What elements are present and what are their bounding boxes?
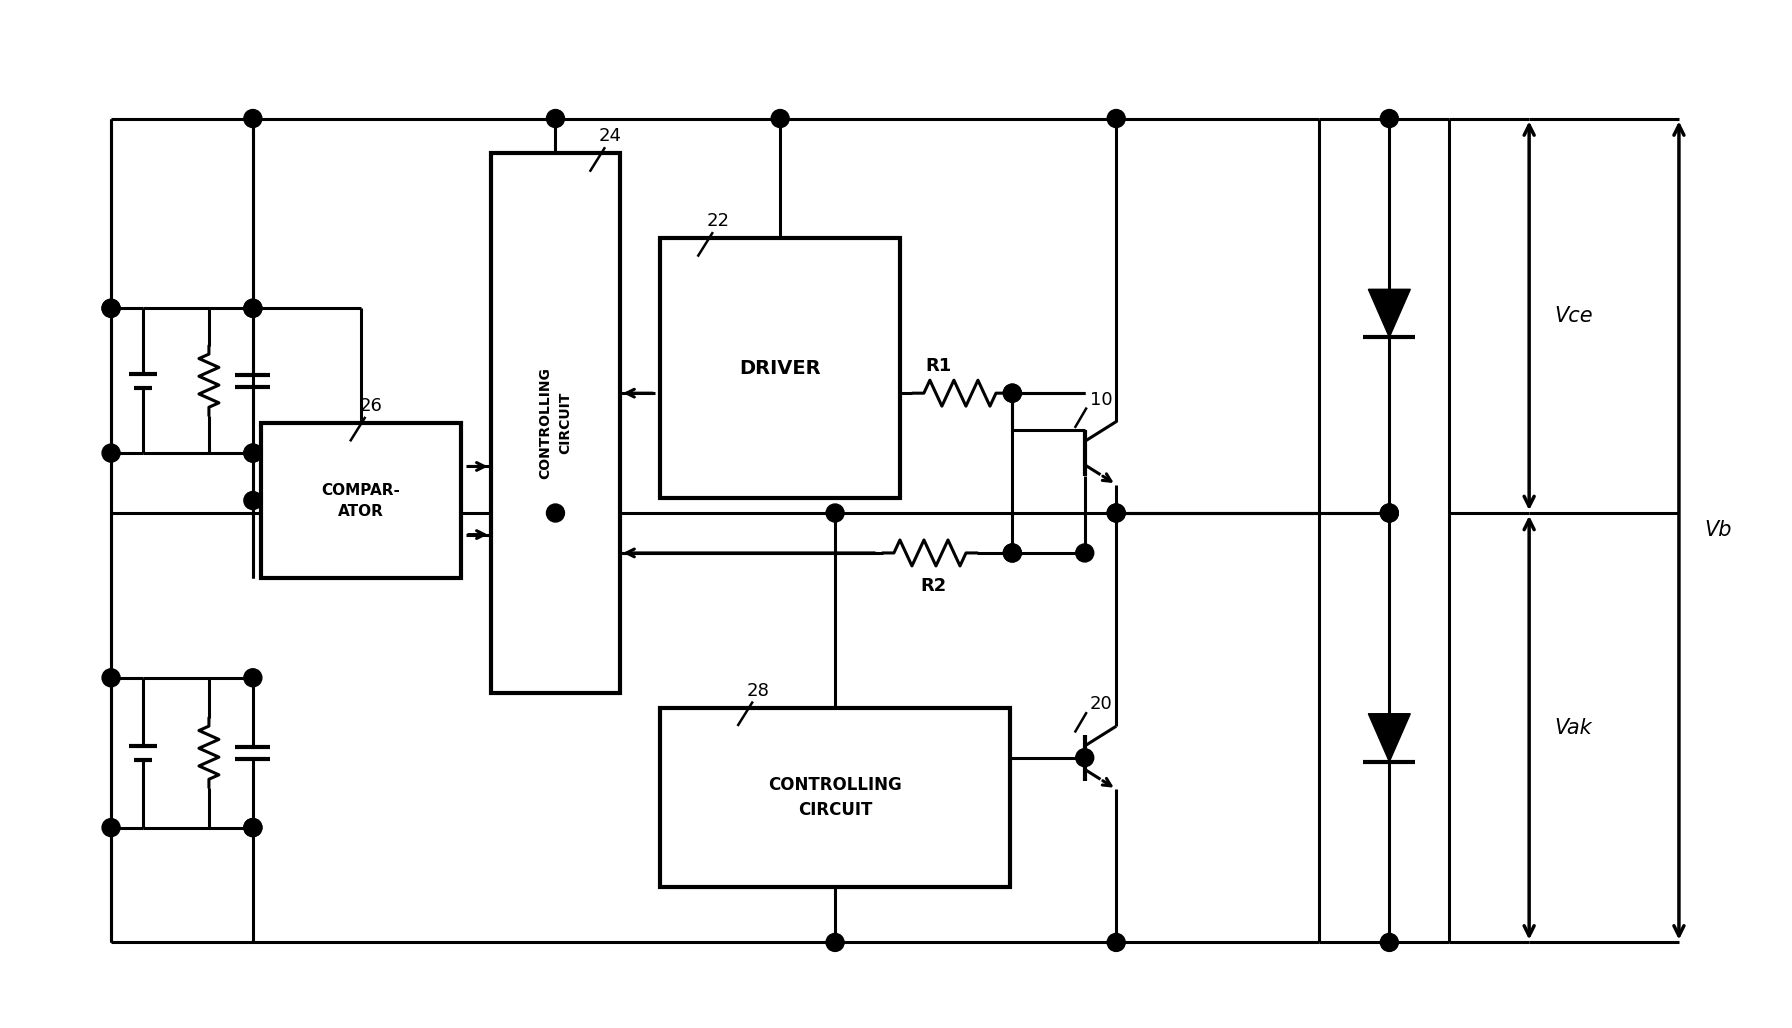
Text: 26: 26 bbox=[358, 397, 382, 415]
Bar bbox=[659, 238, 900, 498]
Circle shape bbox=[244, 444, 262, 462]
Circle shape bbox=[1107, 504, 1125, 522]
Text: R2: R2 bbox=[919, 577, 946, 595]
Circle shape bbox=[547, 110, 564, 127]
Text: 20: 20 bbox=[1090, 695, 1113, 713]
Circle shape bbox=[1107, 933, 1125, 951]
Polygon shape bbox=[1369, 289, 1410, 337]
Text: 22: 22 bbox=[706, 213, 729, 230]
Circle shape bbox=[244, 491, 262, 510]
Bar bbox=[659, 707, 1011, 887]
Polygon shape bbox=[1369, 713, 1410, 762]
Text: CONTROLLING
CIRCUIT: CONTROLLING CIRCUIT bbox=[769, 776, 901, 819]
Circle shape bbox=[102, 669, 120, 687]
Circle shape bbox=[1107, 504, 1125, 522]
Circle shape bbox=[1380, 504, 1398, 522]
Circle shape bbox=[1380, 504, 1398, 522]
Circle shape bbox=[1004, 544, 1021, 562]
Text: COMPAR-
ATOR: COMPAR- ATOR bbox=[321, 482, 400, 518]
Circle shape bbox=[102, 818, 120, 837]
Circle shape bbox=[826, 504, 844, 522]
Circle shape bbox=[102, 299, 120, 318]
Circle shape bbox=[1107, 110, 1125, 127]
Circle shape bbox=[244, 444, 262, 462]
Circle shape bbox=[547, 504, 564, 522]
Text: R1: R1 bbox=[925, 357, 952, 375]
Circle shape bbox=[771, 110, 788, 127]
Text: Vb: Vb bbox=[1704, 520, 1731, 541]
Circle shape bbox=[244, 669, 262, 687]
Text: Vak: Vak bbox=[1554, 718, 1591, 738]
Circle shape bbox=[1380, 933, 1398, 951]
Circle shape bbox=[244, 818, 262, 837]
Text: DRIVER: DRIVER bbox=[740, 359, 821, 377]
Circle shape bbox=[1004, 384, 1021, 402]
Bar bbox=[491, 153, 620, 693]
Circle shape bbox=[1004, 544, 1021, 562]
Circle shape bbox=[1380, 110, 1398, 127]
Bar bbox=[262, 424, 461, 578]
Text: 28: 28 bbox=[747, 682, 769, 700]
Circle shape bbox=[102, 444, 120, 462]
Circle shape bbox=[244, 299, 262, 318]
Circle shape bbox=[1004, 384, 1021, 402]
Circle shape bbox=[1075, 748, 1093, 767]
Circle shape bbox=[826, 933, 844, 951]
Circle shape bbox=[1075, 544, 1093, 562]
Text: Vce: Vce bbox=[1554, 305, 1593, 326]
Text: 10: 10 bbox=[1090, 391, 1113, 408]
Circle shape bbox=[244, 299, 262, 318]
Circle shape bbox=[102, 299, 120, 318]
Text: 24: 24 bbox=[599, 127, 622, 146]
Text: CONTROLLING
CIRCUIT: CONTROLLING CIRCUIT bbox=[539, 367, 572, 479]
Circle shape bbox=[244, 818, 262, 837]
Circle shape bbox=[244, 110, 262, 127]
